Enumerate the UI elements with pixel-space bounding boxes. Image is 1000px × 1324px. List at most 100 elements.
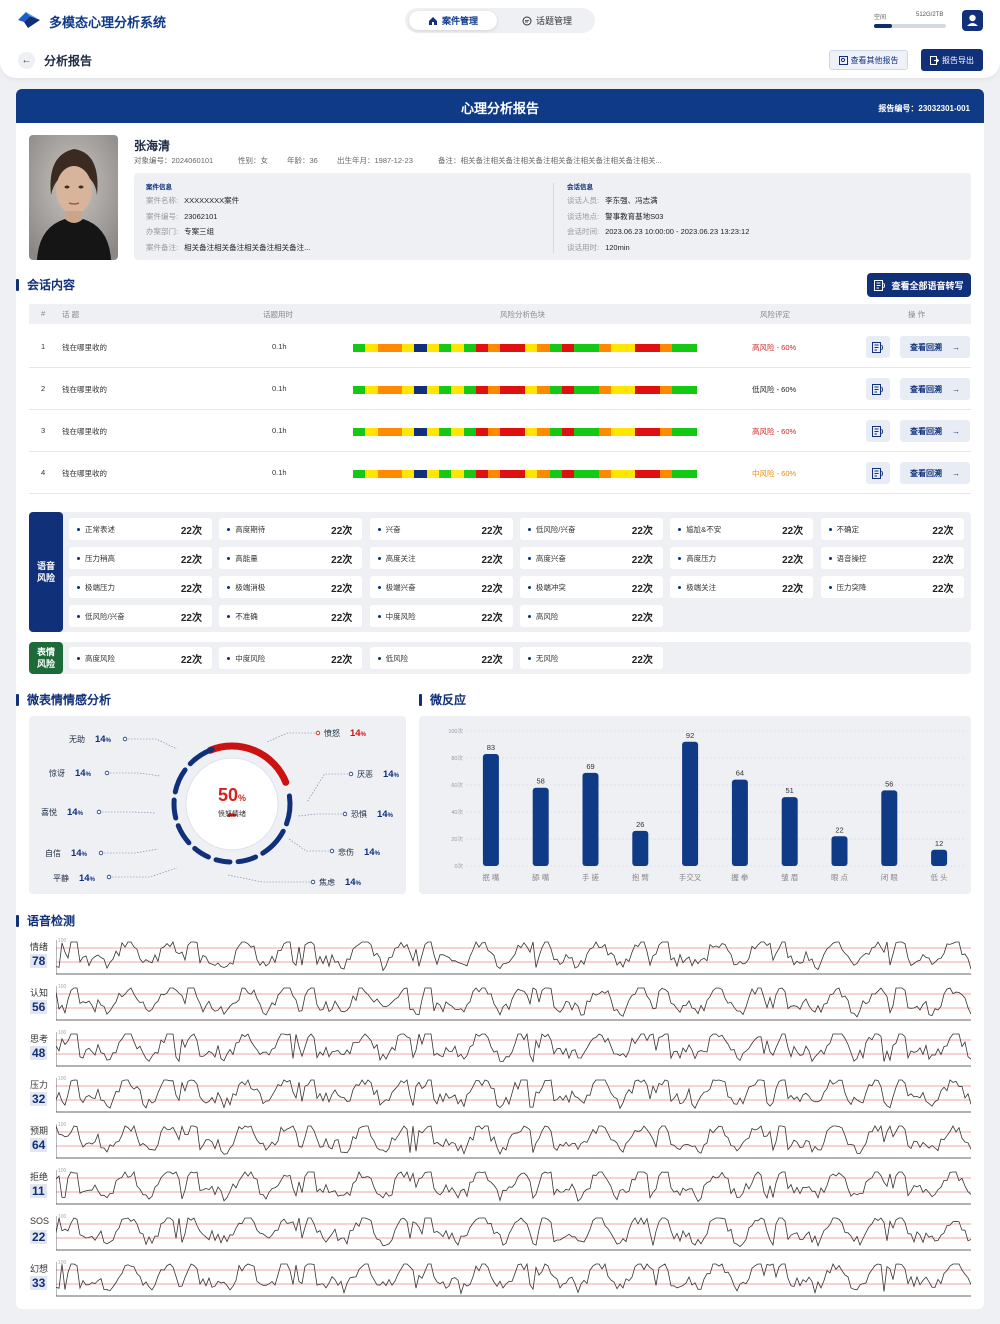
transcript-button[interactable] [866, 420, 890, 442]
case-info-key: 案件名称: [146, 196, 179, 205]
voice-detection-section-title: 语音检测 [16, 912, 75, 929]
transcript-button[interactable] [866, 336, 890, 358]
tag-count: 22次 [782, 554, 804, 566]
bar [482, 753, 499, 866]
waveform-line [56, 941, 971, 972]
report-header: 心理分析报告 报告编号：23032301-001 [16, 89, 984, 123]
user-button[interactable] [962, 10, 983, 31]
emotion-name: 愤怒 [324, 729, 340, 738]
emotion-label: 喜悦 14% [41, 807, 83, 818]
app-logo-icon [18, 12, 40, 28]
arrow-right-icon: → [952, 426, 960, 436]
risk-block [475, 344, 489, 352]
storage-label: 空间 [874, 15, 887, 21]
x-tick-label: 手 搓 [582, 872, 600, 882]
view-all-transcription-button[interactable]: 查看全部语音转写 [867, 273, 971, 297]
session-row: 1 钱在哪里收的 0.1h 高风险 - 60% 查看回溯 → [29, 326, 971, 368]
risk-block [647, 470, 661, 478]
report-title: 心理分析报告 [460, 101, 539, 116]
page-title: 分析报告 [44, 54, 93, 68]
emotion-name: 厌恶 [357, 770, 373, 779]
risk-color-strip [353, 428, 697, 436]
voice-detection-row: SOS 22 100 [16, 1210, 984, 1254]
tab-case-management[interactable]: 案件管理 [409, 11, 497, 30]
tab-label: 案件管理 [441, 16, 478, 26]
row-duration: 0.1h [272, 384, 287, 393]
transcript-button[interactable] [866, 462, 890, 484]
tag-label: 尴尬&不安 [678, 524, 721, 535]
voice-detection-row: 认知 56 100 [16, 980, 984, 1024]
case-info-key: 案件编号: [146, 212, 179, 221]
emotion-anchor [98, 850, 104, 856]
emotion-leader-line [101, 848, 159, 854]
info-box: 案件信息 案件名称: XXXXXXXX案件 案件编号: 23062101 办案部门:… [134, 173, 971, 260]
tag-count: 22次 [331, 525, 353, 537]
emotion-anchor [310, 879, 316, 885]
section-marker [16, 914, 19, 927]
x-tick-label: 手交叉 [679, 872, 702, 882]
replay-button[interactable]: 查看回溯 → [900, 378, 970, 400]
replay-button[interactable]: 查看回溯 → [900, 462, 970, 484]
x-tick-label: 眼 点 [831, 873, 849, 882]
back-button[interactable]: ← [18, 52, 35, 69]
emotion-anchor [104, 770, 110, 776]
risk-block [561, 470, 575, 478]
risk-block [365, 386, 378, 394]
view-other-label: 查看其他报告 [850, 55, 899, 65]
risk-block [426, 344, 439, 352]
transcript-button[interactable] [866, 378, 890, 400]
emotion-label: 自信 14% [45, 848, 87, 859]
section-marker [16, 693, 19, 706]
tag-label: 高度压力 [678, 553, 716, 564]
voice-waveform [56, 1216, 971, 1251]
risk-block [463, 386, 476, 394]
voice-metric-label: SOS [30, 1216, 50, 1226]
transcribe-icon [872, 341, 883, 353]
risk-block [365, 344, 378, 352]
voice-risk-tag: 正常表述 22次 [69, 518, 212, 540]
voice-risk-tag: 极端冲突 22次 [519, 576, 663, 598]
voice-risk-tag: 高风险 22次 [519, 605, 663, 627]
voice-risk-tag: 不确定 22次 [820, 518, 964, 540]
risk-block [672, 470, 685, 478]
waveform-line [56, 1217, 971, 1248]
risk-block [438, 428, 452, 436]
bar [632, 830, 649, 866]
emotion-anchor [329, 848, 335, 854]
case-info-row: 办案部门: 专案三组 [146, 226, 214, 237]
tag-label: 高度关注 [378, 553, 416, 564]
center-label: 愤怒情绪 [218, 811, 246, 818]
risk-block [353, 428, 366, 436]
emotion-value-number: 14 [345, 877, 356, 888]
col-risk-rating: 风险评定 [760, 310, 790, 319]
voice-risk-tag: 压力稍高 22次 [69, 547, 212, 569]
tag-count: 22次 [180, 525, 202, 537]
risk-block [475, 386, 489, 394]
emotion-anchor [348, 771, 354, 777]
case-info-row: 案件备注: 相关备注相关备注相关备注相关备注... [146, 242, 310, 253]
voice-metric-value: 22 [30, 1230, 48, 1244]
export-report-button[interactable]: 报告导出 [921, 49, 983, 71]
voice-metric-value: 64 [30, 1138, 48, 1152]
risk-block [598, 344, 611, 352]
voice-risk-tag: 压力突降 22次 [820, 576, 964, 598]
tag-count: 22次 [331, 583, 353, 595]
waveform-line [56, 1079, 971, 1110]
row-duration: 0.1h [272, 342, 287, 351]
risk-block [660, 386, 673, 394]
emotion-value: 14% [364, 847, 380, 858]
risk-block [623, 344, 636, 352]
view-other-reports-button[interactable]: 查看其他报告 [829, 50, 908, 70]
risk-block [426, 386, 439, 394]
replay-button[interactable]: 查看回溯 → [900, 336, 970, 358]
risk-block [414, 344, 427, 352]
replay-button[interactable]: 查看回溯 → [900, 420, 970, 442]
donut-segment [187, 746, 215, 767]
risk-block [524, 428, 538, 436]
tag-count: 22次 [481, 525, 503, 537]
tab-topic-management[interactable]: 话题管理 [503, 11, 591, 30]
voice-waveform [56, 986, 971, 1021]
tag-count: 22次 [631, 525, 653, 537]
risk-block [389, 470, 403, 478]
risk-block [451, 470, 464, 478]
